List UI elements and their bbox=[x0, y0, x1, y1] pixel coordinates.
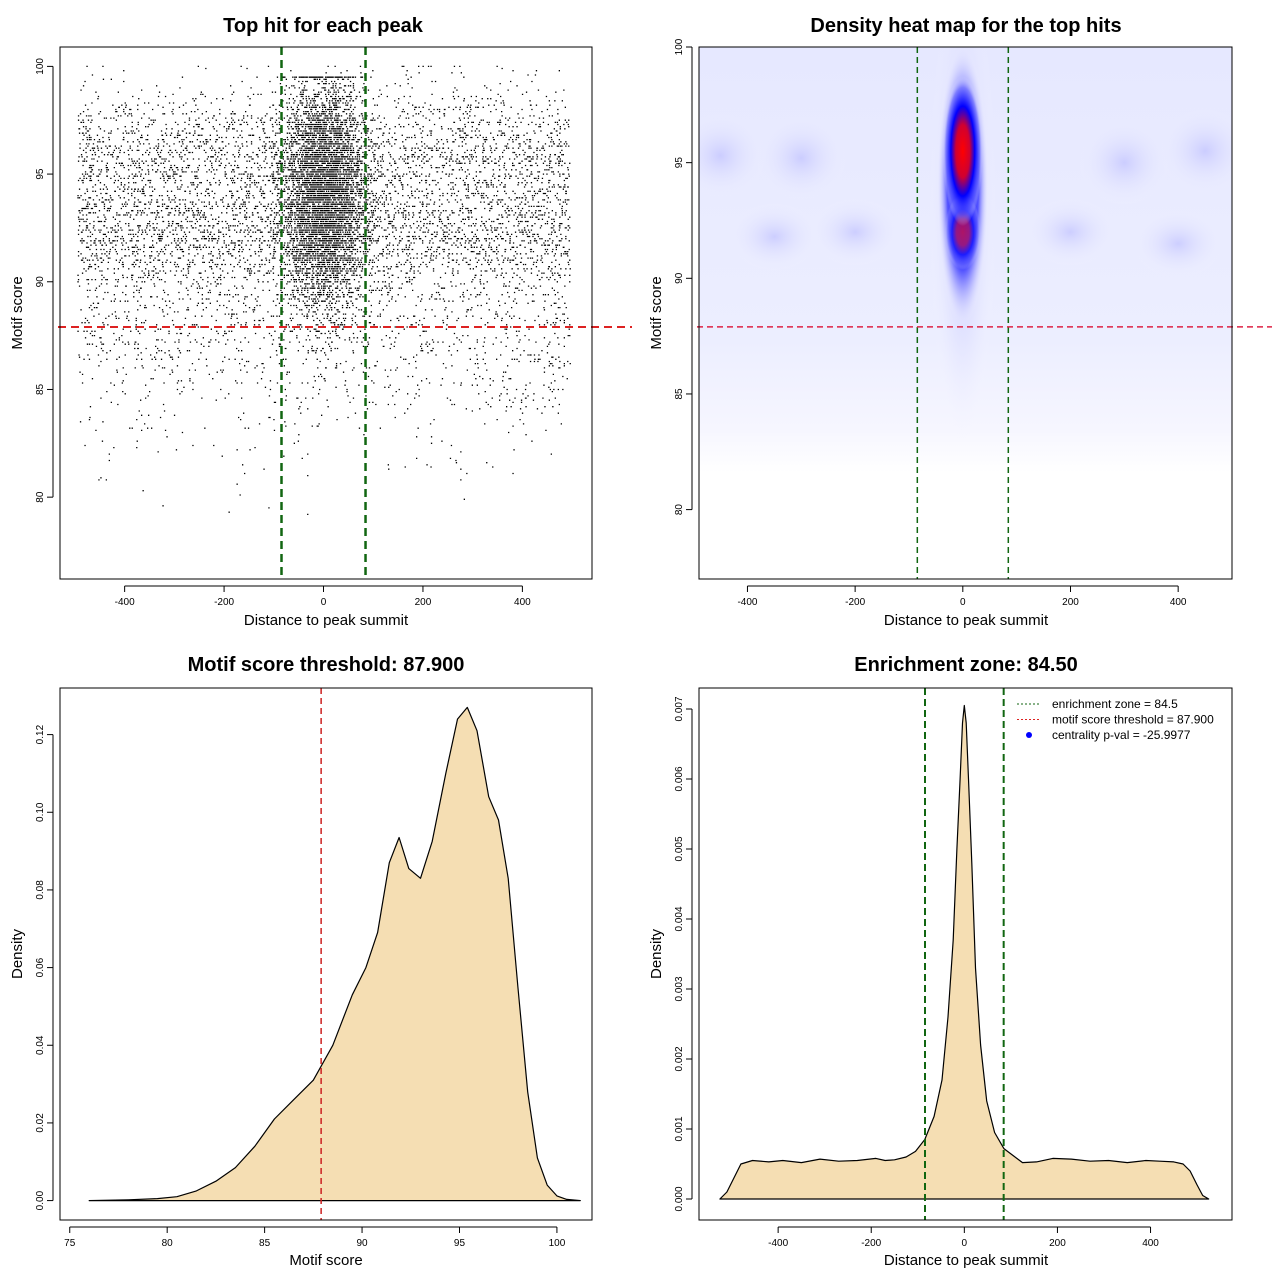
x-tick-label: -400 bbox=[115, 597, 135, 608]
enrichment-density-curve bbox=[719, 704, 1210, 1200]
heatmap-y-label: Motif score bbox=[648, 276, 665, 349]
heatmap-title: Density heat map for the top hits bbox=[810, 15, 1121, 37]
x-tick-label: 0 bbox=[960, 597, 966, 608]
y-tick-label: 90 bbox=[35, 276, 46, 288]
y-tick-label: 0.003 bbox=[674, 976, 685, 1001]
motif-density-title: Motif score threshold: 87.900 bbox=[188, 654, 465, 676]
scatter-reference-lines bbox=[58, 47, 632, 579]
motif-density-plot-frame bbox=[59, 687, 593, 1221]
y-tick-label: 0.12 bbox=[35, 724, 46, 744]
heatmap-peak-hotspot bbox=[942, 76, 983, 227]
x-tick-label: 100 bbox=[549, 1238, 566, 1249]
motif-density-y-label: Density bbox=[9, 928, 26, 979]
enrichment-plot-frame bbox=[698, 687, 1233, 1221]
scatter-title: Top hit for each peak bbox=[223, 15, 424, 37]
motif-density-panel: Motif score threshold: 87.900 75 80 85 90 95… bbox=[9, 654, 593, 1269]
heatmap-density-blotch bbox=[1022, 196, 1119, 269]
legend-blue-point bbox=[1026, 732, 1032, 738]
y-tick-label: 80 bbox=[674, 504, 685, 516]
x-tick-label: 400 bbox=[514, 597, 531, 608]
x-tick-label: 400 bbox=[1170, 597, 1187, 608]
legend-entry-label: enrichment zone = 84.5 bbox=[1052, 697, 1178, 711]
heatmap-density-blotch bbox=[807, 196, 904, 269]
x-tick-label: 95 bbox=[454, 1238, 466, 1249]
x-tick-label: 90 bbox=[356, 1238, 368, 1249]
scatter-x-ticks: -400 -200 0 200 400 bbox=[115, 585, 531, 608]
motif-density-y-ticks: 0.00 0.02 0.04 0.06 0.08 0.10 0.12 bbox=[35, 724, 54, 1210]
motif-density-x-ticks: 75 80 85 90 95 100 bbox=[64, 1226, 566, 1249]
y-tick-label: 0.002 bbox=[674, 1046, 685, 1071]
y-tick-label: 95 bbox=[35, 168, 46, 180]
motif-density-area bbox=[88, 706, 581, 1202]
enrichment-reference-lines bbox=[924, 688, 1005, 1220]
heatmap-density-blotch bbox=[1076, 117, 1173, 208]
enrichment-density-area bbox=[719, 704, 1210, 1200]
motif-density-x-label: Motif score bbox=[289, 1252, 362, 1269]
enrichment-title: Enrichment zone: 84.50 bbox=[854, 654, 1077, 676]
enrichment-legend: enrichment zone = 84.5 motif score thresh… bbox=[1017, 697, 1214, 742]
x-tick-label: 0 bbox=[962, 1238, 968, 1249]
y-tick-label: 0.10 bbox=[35, 802, 46, 822]
heatmap-density-blotch bbox=[699, 110, 769, 201]
x-tick-label: -400 bbox=[768, 1238, 788, 1249]
y-tick-label: 0.000 bbox=[674, 1186, 685, 1211]
heatmap-y-ticks: 80 85 90 95 100 bbox=[674, 38, 693, 516]
x-tick-label: -400 bbox=[737, 597, 757, 608]
heatmap-density bbox=[699, 47, 1232, 579]
legend-entry-label: motif score threshold = 87.900 bbox=[1052, 713, 1214, 727]
y-tick-label: 85 bbox=[35, 383, 46, 395]
x-tick-label: 0 bbox=[321, 597, 327, 608]
scatter-point-cloud bbox=[77, 65, 571, 516]
y-tick-label: 95 bbox=[674, 157, 685, 169]
y-tick-label: 0.006 bbox=[674, 766, 685, 791]
heatmap-density-blotch bbox=[1130, 207, 1227, 280]
heatmap-reference-lines bbox=[697, 47, 1272, 579]
x-tick-label: -200 bbox=[845, 597, 865, 608]
heatmap-plot-frame bbox=[698, 46, 1233, 580]
scatter-y-ticks: 80 85 90 95 100 bbox=[35, 58, 54, 503]
motif-density-curve bbox=[88, 706, 581, 1202]
y-tick-label: 0.08 bbox=[35, 880, 46, 900]
heatmap-x-ticks: -400 -200 0 200 400 bbox=[737, 585, 1187, 608]
x-tick-label: 75 bbox=[64, 1238, 76, 1249]
enrichment-x-label: Distance to peak summit bbox=[884, 1252, 1049, 1269]
y-tick-label: 0.007 bbox=[674, 696, 685, 721]
y-tick-label: 0.00 bbox=[35, 1190, 46, 1210]
enrichment-density-panel: Enrichment zone: 84.50 -400 -200 0 200 400 0… bbox=[648, 654, 1233, 1269]
y-tick-label: 80 bbox=[35, 491, 46, 503]
y-tick-label: 0.02 bbox=[35, 1113, 46, 1133]
scatter-points bbox=[77, 65, 571, 516]
heatmap-density-blotch bbox=[726, 200, 823, 273]
heatmap-density-blotch bbox=[753, 113, 850, 204]
y-tick-label: 100 bbox=[35, 58, 46, 75]
x-tick-label: 200 bbox=[1062, 597, 1079, 608]
x-tick-label: -200 bbox=[214, 597, 234, 608]
y-tick-label: 0.04 bbox=[35, 1035, 46, 1055]
x-tick-label: 200 bbox=[415, 597, 432, 608]
heatmap-panel: Density heat map for the top hits -400 -2… bbox=[648, 15, 1272, 629]
scatter-plot-frame bbox=[59, 46, 593, 580]
x-tick-label: 80 bbox=[162, 1238, 174, 1249]
y-tick-label: 85 bbox=[674, 388, 685, 400]
y-tick-label: 0.004 bbox=[674, 906, 685, 931]
scatter-x-label: Distance to peak summit bbox=[244, 612, 409, 629]
y-tick-label: 100 bbox=[674, 38, 685, 55]
heatmap-density-blotch bbox=[1157, 106, 1232, 197]
heatmap-x-label: Distance to peak summit bbox=[884, 612, 1049, 629]
y-tick-label: 0.001 bbox=[674, 1116, 685, 1141]
scatter-y-label: Motif score bbox=[9, 276, 26, 349]
x-tick-label: 85 bbox=[259, 1238, 271, 1249]
enrichment-y-ticks: 0.000 0.001 0.002 0.003 0.004 0.005 0.006 0.007 bbox=[674, 696, 693, 1212]
y-tick-label: 0.06 bbox=[35, 957, 46, 977]
legend-entry-label: centrality p-val = -25.9977 bbox=[1052, 728, 1191, 742]
enrichment-y-label: Density bbox=[648, 928, 665, 979]
x-tick-label: 400 bbox=[1142, 1238, 1159, 1249]
x-tick-label: 200 bbox=[1049, 1238, 1066, 1249]
y-tick-label: 90 bbox=[674, 272, 685, 284]
y-tick-label: 0.005 bbox=[674, 836, 685, 861]
scatter-panel: Top hit for each peak -400 -200 0 200 400 80… bbox=[9, 15, 632, 629]
enrichment-x-ticks: -400 -200 0 200 400 bbox=[768, 1226, 1159, 1249]
x-tick-label: -200 bbox=[861, 1238, 881, 1249]
